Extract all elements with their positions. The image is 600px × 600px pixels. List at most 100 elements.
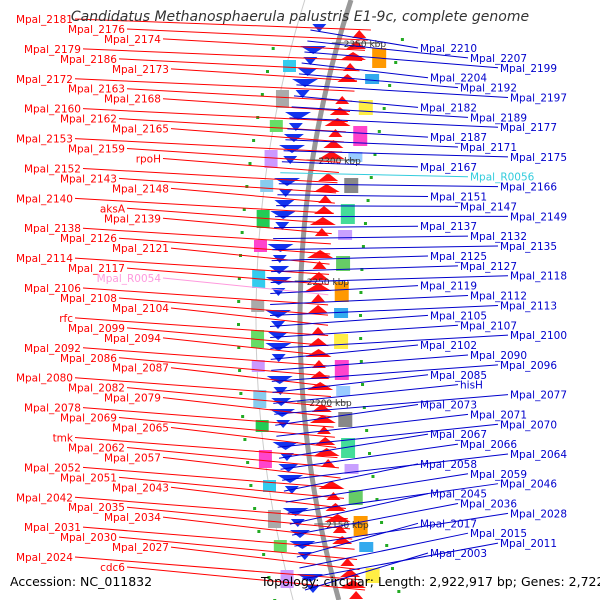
right-gene-label[interactable]: hisH <box>460 380 483 392</box>
left-gene-label[interactable]: Mpal_2143 <box>60 173 117 185</box>
right-gene-label[interactable]: Mpal_2171 <box>460 142 517 154</box>
right-gene-label[interactable]: Mpal_2036 <box>460 498 517 510</box>
left-gene-label[interactable]: Mpal_2086 <box>60 353 117 365</box>
left-gene-label[interactable]: Mpal_2173 <box>112 64 169 76</box>
right-gene-label[interactable]: Mpal_2207 <box>470 53 527 65</box>
right-gene-label[interactable]: Mpal_2071 <box>470 409 527 421</box>
right-gene-label[interactable]: Mpal_2064 <box>510 449 567 461</box>
right-gene-label[interactable]: Mpal_2028 <box>510 508 567 520</box>
right-gene-label[interactable]: Mpal_2045 <box>430 489 487 501</box>
left-gene-label[interactable]: Mpal_2030 <box>60 532 117 544</box>
left-gene-label[interactable]: Mpal_2176 <box>68 24 125 36</box>
left-gene-label[interactable]: Mpal_2148 <box>112 183 169 195</box>
right-gene-label[interactable]: Mpal_2073 <box>420 399 477 411</box>
right-gene-label[interactable]: Mpal_2003 <box>430 548 487 560</box>
left-gene-label[interactable]: Mpal_2035 <box>68 502 125 514</box>
left-gene-label[interactable]: Mpal_2153 <box>16 134 73 146</box>
right-gene-label[interactable]: Mpal_2135 <box>500 241 557 253</box>
right-gene-label[interactable]: Mpal_2189 <box>470 112 527 124</box>
left-gene-label[interactable]: Mpal_2179 <box>24 44 81 56</box>
right-gene-label[interactable]: Mpal_2177 <box>500 122 557 134</box>
right-gene-label[interactable]: Mpal_2197 <box>510 93 567 105</box>
right-gene-label[interactable]: Mpal_2137 <box>420 221 477 233</box>
left-gene-label[interactable]: Mpal_2042 <box>16 492 73 504</box>
right-gene-label[interactable]: Mpal_2210 <box>420 43 477 55</box>
left-gene-label[interactable]: Mpal_2079 <box>104 393 161 405</box>
left-gene-label[interactable]: Mpal_2108 <box>60 293 117 305</box>
left-gene-label[interactable]: Mpal_R0054 <box>97 273 162 285</box>
left-gene-label[interactable]: aksA <box>100 203 126 215</box>
right-gene-label[interactable]: Mpal_2011 <box>500 538 557 550</box>
left-gene-label[interactable]: Mpal_2078 <box>24 403 81 415</box>
left-gene-label[interactable]: Mpal_2139 <box>104 213 161 225</box>
left-gene-label[interactable]: tmk <box>53 432 74 444</box>
right-gene-label[interactable]: Mpal_2058 <box>420 459 477 471</box>
left-gene-label[interactable]: Mpal_2034 <box>104 512 161 524</box>
right-gene-label[interactable]: Mpal_2100 <box>510 330 567 342</box>
right-gene-label[interactable]: Mpal_2017 <box>420 518 477 530</box>
left-gene-label[interactable]: Mpal_2140 <box>16 193 73 205</box>
right-gene-label[interactable]: Mpal_2127 <box>460 261 517 273</box>
right-gene-label[interactable]: Mpal_2167 <box>420 162 477 174</box>
right-gene-label[interactable]: Mpal_2132 <box>470 231 527 243</box>
right-gene-label[interactable]: Mpal_2199 <box>500 63 557 75</box>
left-gene-label[interactable]: Mpal_2057 <box>104 452 161 464</box>
right-gene-label[interactable]: Mpal_2066 <box>460 439 517 451</box>
left-gene-label[interactable]: Mpal_2186 <box>60 54 117 66</box>
right-gene-label[interactable]: Mpal_2112 <box>470 291 527 303</box>
right-gene-label[interactable]: Mpal_2070 <box>500 419 557 431</box>
right-gene-label[interactable]: Mpal_2151 <box>430 192 487 204</box>
left-gene-label[interactable]: Mpal_2092 <box>24 343 81 355</box>
left-gene-label[interactable]: rfc <box>59 313 73 325</box>
right-gene-label[interactable]: Mpal_2102 <box>420 340 477 352</box>
left-gene-label[interactable]: Mpal_2027 <box>112 542 169 554</box>
right-gene-label[interactable]: Mpal_R0056 <box>470 172 535 184</box>
left-gene-label[interactable]: Mpal_2126 <box>60 233 117 245</box>
right-gene-label[interactable]: Mpal_2182 <box>420 102 477 114</box>
left-gene-label[interactable]: Mpal_2052 <box>24 462 81 474</box>
right-gene-label[interactable]: Mpal_2096 <box>500 360 557 372</box>
left-gene-label[interactable]: rpoH <box>136 153 161 165</box>
left-gene-label[interactable]: Mpal_2163 <box>68 84 125 96</box>
right-gene-label[interactable]: Mpal_2107 <box>460 320 517 332</box>
left-gene-label[interactable]: Mpal_2062 <box>68 442 125 454</box>
left-gene-label[interactable]: Mpal_2087 <box>112 363 169 375</box>
left-gene-label[interactable]: Mpal_2162 <box>60 114 117 126</box>
left-gene-label[interactable]: Mpal_2165 <box>112 124 169 136</box>
left-gene-label[interactable]: Mpal_2138 <box>24 223 81 235</box>
left-gene-label[interactable]: Mpal_2174 <box>104 34 161 46</box>
right-gene-label[interactable]: Mpal_2015 <box>470 528 527 540</box>
right-gene-label[interactable]: Mpal_2166 <box>500 182 557 194</box>
left-gene-label[interactable]: Mpal_2152 <box>24 163 81 175</box>
right-gene-label[interactable]: Mpal_2204 <box>430 73 487 85</box>
right-gene-label[interactable]: Mpal_2192 <box>460 83 517 95</box>
left-gene-label[interactable]: Mpal_2031 <box>24 522 81 534</box>
left-gene-label[interactable]: Mpal_2065 <box>112 423 169 435</box>
right-gene-label[interactable]: Mpal_2149 <box>510 211 567 223</box>
right-gene-label[interactable]: Mpal_2118 <box>510 271 567 283</box>
left-gene-label[interactable]: Mpal_2104 <box>112 303 169 315</box>
left-gene-label[interactable]: Mpal_2082 <box>68 383 125 395</box>
left-gene-label[interactable]: Mpal_2051 <box>60 472 117 484</box>
left-gene-label[interactable]: Mpal_2160 <box>24 104 81 116</box>
right-gene-label[interactable]: Mpal_2175 <box>510 152 567 164</box>
right-gene-label[interactable]: Mpal_2105 <box>430 310 487 322</box>
right-gene-label[interactable]: Mpal_2113 <box>500 300 557 312</box>
right-gene-label[interactable]: Mpal_2085 <box>430 370 487 382</box>
right-gene-label[interactable]: Mpal_2187 <box>430 132 487 144</box>
left-gene-label[interactable]: Mpal_2114 <box>16 253 73 265</box>
right-gene-label[interactable]: Mpal_2046 <box>500 479 557 491</box>
left-gene-label[interactable]: cdc6 <box>100 562 125 574</box>
right-gene-label[interactable]: Mpal_2147 <box>460 201 517 213</box>
right-gene-label[interactable]: Mpal_2077 <box>510 390 567 402</box>
left-gene-label[interactable]: Mpal_2080 <box>16 373 73 385</box>
left-gene-label[interactable]: Mpal_2024 <box>16 552 73 564</box>
left-gene-label[interactable]: Mpal_2106 <box>24 283 81 295</box>
right-gene-label[interactable]: Mpal_2125 <box>430 251 487 263</box>
left-gene-label[interactable]: Mpal_2181 <box>16 14 73 26</box>
left-gene-label[interactable]: Mpal_2043 <box>112 482 169 494</box>
right-gene-label[interactable]: Mpal_2067 <box>430 429 487 441</box>
right-gene-label[interactable]: Mpal_2090 <box>470 350 527 362</box>
left-gene-label[interactable]: Mpal_2099 <box>68 323 125 335</box>
right-gene-label[interactable]: Mpal_2059 <box>470 469 527 481</box>
